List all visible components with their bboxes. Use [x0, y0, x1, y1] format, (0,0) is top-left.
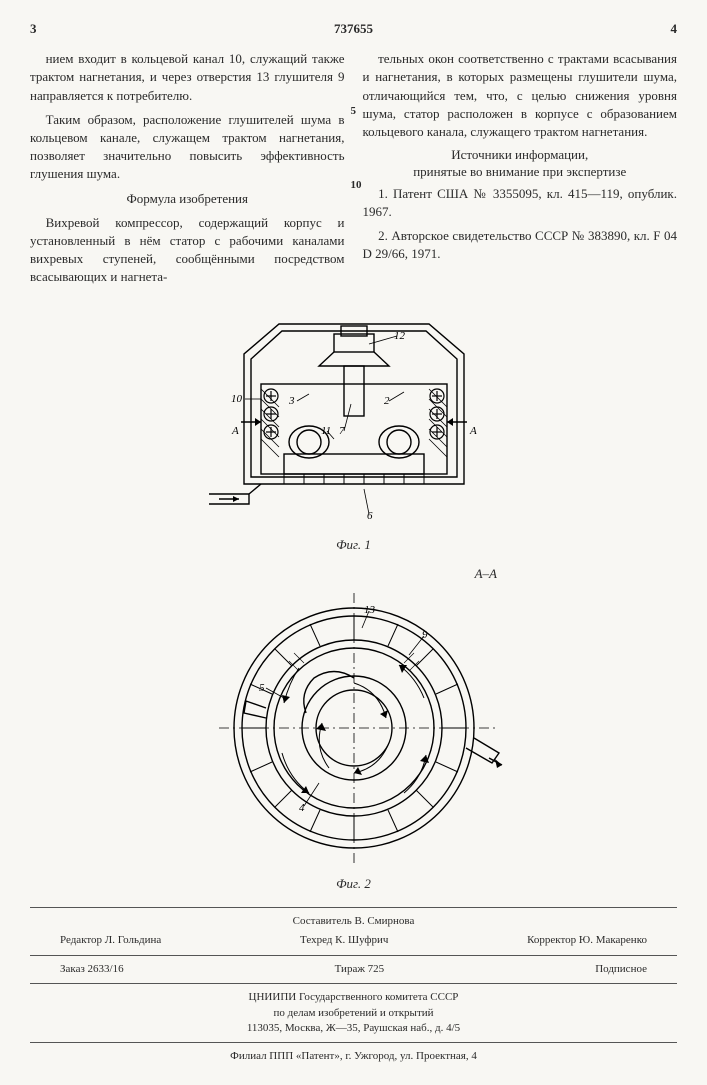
line-number-5: 5 — [351, 104, 357, 119]
callout: A — [469, 425, 477, 437]
address-line: Филиал ППП «Патент», г. Ужгород, ул. Про… — [30, 1049, 677, 1064]
paragraph: Таким образом, расположение глушителей ш… — [30, 111, 345, 184]
document-number: 737655 — [37, 20, 671, 38]
figure-1-label: Фиг. 1 — [30, 536, 677, 554]
section-label: А–А — [30, 565, 677, 583]
callout: 11 — [321, 425, 331, 437]
divider — [30, 983, 677, 984]
order-number: Заказ 2633/16 — [60, 962, 124, 977]
print-row: Заказ 2633/16 Тираж 725 Подписное — [30, 962, 677, 977]
org-line: по делам изобретений и открытий — [30, 1006, 677, 1021]
callout: 3 — [288, 395, 295, 407]
editor: Редактор Л. Гольдина — [60, 933, 161, 948]
page-header: 3 737655 4 — [30, 20, 677, 38]
callout: 10 — [231, 393, 243, 405]
tirage: Тираж 725 — [335, 962, 385, 977]
sources-heading: Источники информации, принятые во вниман… — [363, 147, 678, 181]
callout: 9 — [422, 629, 428, 641]
divider — [30, 955, 677, 956]
page-num-right: 4 — [671, 20, 678, 38]
text-columns: нием входит в кольцевой канал 10, служащ… — [30, 50, 677, 292]
composer-line: Составитель В. Смирнова — [30, 914, 677, 929]
divider — [30, 1042, 677, 1043]
figure-2-label: Фиг. 2 — [30, 875, 677, 893]
figure-2-svg: 5 13 9 4 — [204, 583, 504, 873]
callout: 6 — [367, 510, 373, 522]
credits-row: Редактор Л. Гольдина Техред К. Шуфрич Ко… — [30, 933, 677, 948]
callout: A — [231, 425, 239, 437]
corrector: Корректор Ю. Макаренко — [527, 933, 647, 948]
source-entry: 1. Патент США № 3355095, кл. 415—119, оп… — [363, 185, 678, 221]
source-entry: 2. Авторское свидетельство СССР № 383890… — [363, 227, 678, 263]
callout: 5 — [259, 682, 265, 694]
left-column: нием входит в кольцевой канал 10, служащ… — [30, 50, 345, 292]
callout: 13 — [364, 604, 376, 616]
divider — [30, 907, 677, 908]
subscription: Подписное — [595, 962, 647, 977]
line-number-10: 10 — [351, 178, 362, 193]
paragraph: тельных окон соответственно с трактами в… — [363, 50, 678, 141]
figure-2: А–А — [30, 565, 677, 893]
tech-editor: Техред К. Шуфрич — [300, 933, 388, 948]
footer: Составитель В. Смирнова Редактор Л. Голь… — [30, 907, 677, 1065]
address-line: 113035, Москва, Ж—35, Раушская наб., д. … — [30, 1021, 677, 1036]
paragraph: нием входит в кольцевой канал 10, служащ… — [30, 50, 345, 105]
paragraph: Вихревой компрессор, содержащий корпус и… — [30, 214, 345, 287]
claims-heading: Формула изобретения — [30, 190, 345, 208]
callout: 4 — [299, 802, 305, 814]
figure-1: 10 3 A 11 7 2 12 A 6 Фиг. 1 — [30, 304, 677, 554]
figure-1-svg: 10 3 A 11 7 2 12 A 6 — [189, 304, 519, 534]
right-column: тельных окон соответственно с трактами в… — [363, 50, 678, 292]
org-line: ЦНИИПИ Государственного комитета СССР — [30, 990, 677, 1005]
